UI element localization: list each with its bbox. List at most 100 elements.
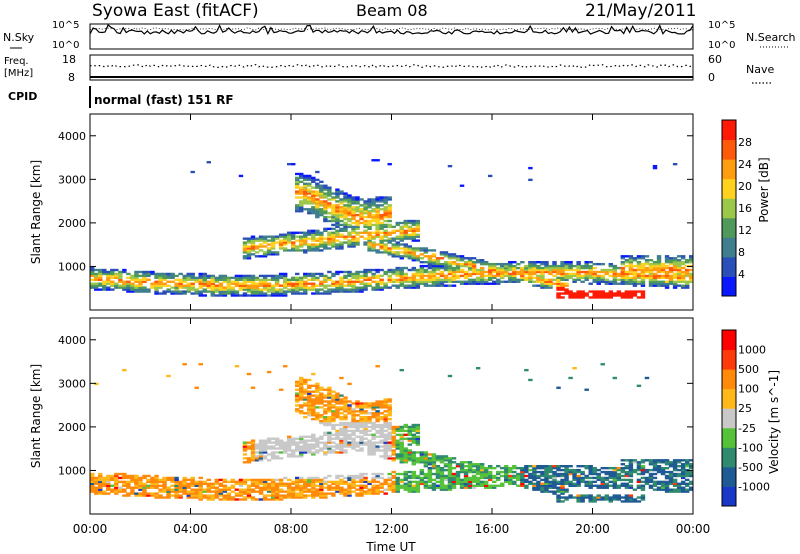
data-cell	[379, 241, 384, 244]
data-cell	[596, 472, 601, 476]
data-cell	[395, 445, 400, 448]
data-cell	[504, 470, 509, 474]
data-cell	[411, 272, 417, 276]
data-cell	[371, 204, 376, 207]
colorbar-segment	[722, 408, 736, 429]
data-cell	[455, 470, 461, 474]
data-cell	[576, 268, 581, 272]
data-cell	[636, 255, 642, 258]
data-cell	[347, 433, 352, 436]
data-cell	[500, 474, 505, 478]
data-cell	[186, 274, 191, 278]
data-cell	[282, 239, 288, 242]
data-cell	[379, 431, 384, 435]
data-cell	[278, 482, 284, 485]
data-cell	[644, 468, 650, 472]
data-cell	[375, 213, 380, 217]
data-cell	[536, 268, 541, 272]
data-cell	[114, 276, 119, 280]
data-cell	[234, 292, 240, 295]
data-cell	[363, 410, 368, 413]
data-cell	[483, 468, 489, 472]
data-cell	[146, 270, 151, 274]
data-cell	[652, 465, 658, 468]
data-cell	[644, 478, 650, 482]
data-cell	[347, 219, 352, 223]
data-cell	[516, 466, 521, 470]
data-cell	[411, 433, 417, 436]
data-cell	[572, 367, 577, 370]
data-cell	[375, 492, 380, 495]
data-cell	[150, 476, 155, 480]
data-cell	[584, 476, 589, 480]
data-cell	[419, 247, 425, 250]
data-cell	[588, 482, 593, 485]
data-cell	[407, 488, 412, 491]
data-cell	[106, 482, 111, 485]
data-cell	[250, 286, 256, 289]
data-cell	[508, 478, 513, 482]
data-cell	[118, 476, 123, 480]
data-cell	[536, 480, 541, 484]
data-cell	[162, 292, 167, 295]
data-cell	[604, 470, 609, 474]
data-cell	[343, 196, 348, 199]
data-cell	[347, 270, 352, 274]
data-cell	[548, 470, 553, 474]
data-cell	[315, 215, 320, 219]
data-cell	[286, 290, 292, 293]
data-cell	[339, 417, 344, 421]
data-cell	[198, 294, 203, 297]
data-cell	[343, 213, 348, 217]
data-cell	[311, 408, 316, 411]
data-cell	[391, 488, 396, 491]
data-cell	[242, 247, 248, 250]
data-cell	[319, 388, 324, 391]
data-cell	[379, 247, 384, 250]
data-cell	[174, 282, 179, 285]
data-cell	[230, 276, 236, 280]
data-cell	[138, 278, 143, 281]
data-cell	[250, 439, 256, 442]
data-cell	[415, 482, 421, 485]
data-cell	[303, 178, 308, 182]
data-cell	[295, 186, 300, 189]
data-cell	[295, 272, 300, 276]
data-cell	[315, 212, 320, 215]
data-cell	[319, 245, 324, 248]
data-cell	[206, 482, 211, 485]
data-cell	[616, 476, 622, 480]
data-cell	[628, 474, 634, 478]
data-cell	[592, 470, 597, 474]
data-cell	[395, 457, 400, 460]
data-cell	[640, 296, 646, 299]
data-cell	[359, 437, 364, 440]
data-cell	[479, 474, 485, 478]
data-cell	[359, 443, 364, 446]
data-cell	[170, 272, 175, 276]
data-cell	[319, 449, 324, 452]
data-cell	[576, 476, 581, 480]
data-cell	[680, 255, 686, 258]
data-cell	[158, 488, 163, 491]
data-cell	[246, 486, 252, 489]
data-cell	[532, 476, 537, 480]
data-cell	[295, 278, 300, 281]
data-cell	[371, 492, 376, 495]
data-cell	[668, 465, 674, 468]
data-cell	[138, 284, 143, 287]
data-cell	[323, 496, 328, 499]
data-cell	[355, 280, 360, 283]
data-cell	[375, 288, 380, 291]
date-title: 21/May/2011	[585, 1, 697, 21]
data-cell	[315, 476, 320, 480]
data-cell	[210, 292, 216, 295]
data-cell	[327, 270, 332, 274]
data-cell	[367, 210, 372, 213]
data-cell	[688, 466, 694, 470]
data-cell	[234, 492, 240, 495]
data-cell	[254, 445, 260, 448]
data-cell	[387, 406, 392, 409]
data-cell	[299, 286, 304, 289]
data-cell	[295, 208, 300, 211]
